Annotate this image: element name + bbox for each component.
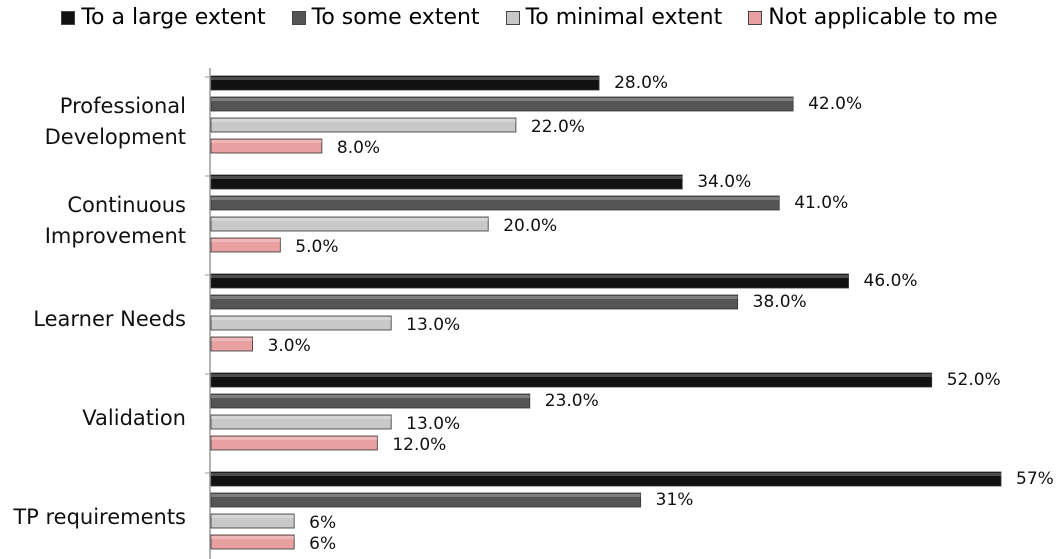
data-label: 57%: [1016, 469, 1054, 489]
bar: [210, 315, 392, 331]
bar: [210, 414, 392, 430]
data-label: 8.0%: [337, 138, 380, 158]
category-label: Continuous Improvement: [45, 193, 186, 248]
bar: [210, 435, 378, 451]
legend-item-large: To a large extent: [61, 5, 266, 30]
legend: To a large extent To some extent To mini…: [0, 5, 1059, 30]
legend-swatch: [61, 10, 76, 25]
data-label: 28.0%: [614, 73, 668, 93]
category-label-line: Continuous: [67, 193, 186, 217]
data-label: 6%: [309, 513, 336, 533]
bar-highlight: [211, 77, 600, 80]
data-label: 42.0%: [808, 94, 862, 114]
bar: [210, 273, 849, 289]
bar: [210, 492, 642, 508]
data-label: 22.0%: [531, 117, 585, 137]
bar-highlight: [211, 176, 683, 179]
legend-label: To a large extent: [81, 5, 266, 30]
bar: [210, 471, 1002, 487]
data-label: 23.0%: [545, 391, 599, 411]
bar-highlight: [211, 218, 489, 221]
bar: [210, 174, 683, 190]
bar: [210, 216, 489, 232]
bar: [210, 237, 281, 253]
bar-highlight: [211, 275, 849, 278]
category-label-line: Improvement: [45, 224, 186, 248]
bar: [210, 117, 517, 133]
bar: [210, 138, 323, 154]
bar: [210, 513, 295, 529]
legend-item-minimal: To minimal extent: [505, 5, 723, 30]
bar: [210, 294, 739, 310]
bar-highlight: [211, 395, 530, 398]
bar-highlight: [211, 536, 295, 539]
data-label: 5.0%: [295, 237, 338, 257]
legend-label: Not applicable to me: [768, 5, 998, 30]
bar: [210, 534, 295, 550]
data-label: 6%: [309, 534, 336, 554]
data-label: 41.0%: [794, 193, 848, 213]
bar-highlight: [211, 140, 322, 143]
data-label: 20.0%: [503, 216, 557, 236]
category-label-line: Development: [45, 125, 186, 149]
legend-label: To minimal extent: [525, 5, 723, 30]
legend-item-na: Not applicable to me: [748, 5, 998, 30]
data-label: 46.0%: [864, 271, 918, 291]
legend-swatch: [748, 10, 763, 25]
bar-highlight: [211, 296, 738, 299]
bar-highlight: [211, 119, 516, 122]
bar: [210, 195, 780, 211]
bar-highlight: [211, 515, 295, 518]
legend-label: To some extent: [311, 5, 480, 30]
data-label: 13.0%: [406, 315, 460, 335]
bar-highlight: [211, 338, 253, 341]
bar: [210, 336, 253, 352]
bar-highlight: [211, 197, 780, 200]
bar: [210, 372, 933, 388]
bar-highlight: [211, 239, 281, 242]
category-label: Learner Needs: [33, 307, 186, 331]
bar-highlight: [211, 473, 1001, 476]
data-label: 13.0%: [406, 414, 460, 434]
bar-highlight: [211, 317, 392, 320]
data-label: 52.0%: [947, 370, 1001, 390]
legend-swatch: [505, 10, 520, 25]
bar-highlight: [211, 98, 794, 101]
bar-highlight: [211, 437, 378, 440]
category-label-line: Professional: [60, 94, 186, 118]
data-label: 3.0%: [268, 336, 311, 356]
category-label: TP requirements: [12, 505, 186, 529]
data-label: 31%: [656, 490, 694, 510]
category-label: Validation: [82, 406, 186, 430]
bar: [210, 96, 794, 112]
data-label: 34.0%: [697, 172, 751, 192]
data-label: 12.0%: [392, 435, 446, 455]
bar-highlight: [211, 374, 932, 377]
data-label: 38.0%: [753, 292, 807, 312]
bar: [210, 393, 531, 409]
bar-highlight: [211, 494, 641, 497]
legend-item-some: To some extent: [291, 5, 480, 30]
category-label: Professional Development: [45, 94, 186, 149]
legend-swatch: [291, 10, 306, 25]
bar-highlight: [211, 416, 392, 419]
bar: [210, 75, 600, 91]
